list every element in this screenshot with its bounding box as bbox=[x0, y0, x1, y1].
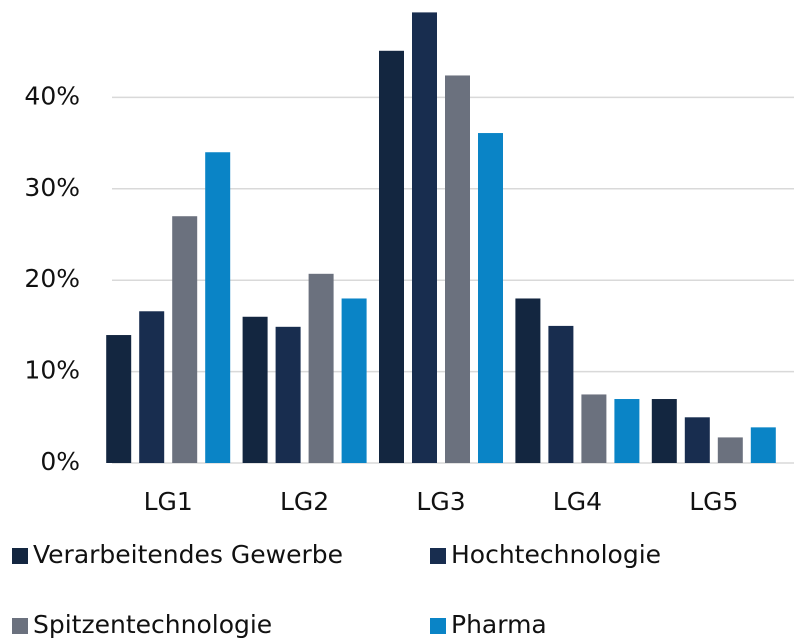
bar bbox=[548, 325, 574, 463]
x-tick-label: LG3 bbox=[416, 487, 465, 516]
legend-swatch bbox=[430, 548, 446, 564]
y-tick-label: 30% bbox=[24, 173, 80, 202]
bar bbox=[242, 316, 268, 463]
y-tick-label: 20% bbox=[24, 264, 80, 293]
bar bbox=[515, 298, 541, 463]
bar bbox=[614, 399, 640, 463]
x-tick-label: LG1 bbox=[144, 487, 193, 516]
bar bbox=[651, 399, 677, 463]
y-tick-label: 40% bbox=[24, 81, 80, 110]
y-tick-label: 10% bbox=[24, 356, 80, 385]
legend-label: Hochtechnologie bbox=[451, 540, 661, 569]
bar bbox=[750, 427, 776, 463]
bar bbox=[308, 273, 334, 463]
bar bbox=[139, 311, 165, 463]
legend-swatch bbox=[430, 618, 446, 634]
bar bbox=[379, 50, 404, 463]
x-tick-label: LG2 bbox=[280, 487, 329, 516]
legend-label: Spitzentechnologie bbox=[33, 610, 272, 639]
bar bbox=[478, 133, 503, 463]
bar bbox=[106, 335, 132, 463]
bar bbox=[275, 326, 301, 463]
bar bbox=[172, 216, 198, 463]
legend-label: Pharma bbox=[451, 610, 547, 639]
legend-swatch bbox=[12, 618, 28, 634]
x-tick-label: LG5 bbox=[689, 487, 738, 516]
bar bbox=[717, 437, 743, 463]
legend-label: Verarbeitendes Gewerbe bbox=[33, 540, 343, 569]
bar bbox=[445, 75, 470, 464]
bar bbox=[205, 152, 231, 464]
bar bbox=[412, 12, 437, 463]
x-tick-label: LG4 bbox=[553, 487, 602, 516]
y-tick-label: 0% bbox=[40, 447, 80, 476]
bar bbox=[581, 394, 607, 463]
bar bbox=[341, 298, 367, 463]
bar bbox=[684, 417, 710, 463]
legend-swatch bbox=[12, 548, 28, 564]
